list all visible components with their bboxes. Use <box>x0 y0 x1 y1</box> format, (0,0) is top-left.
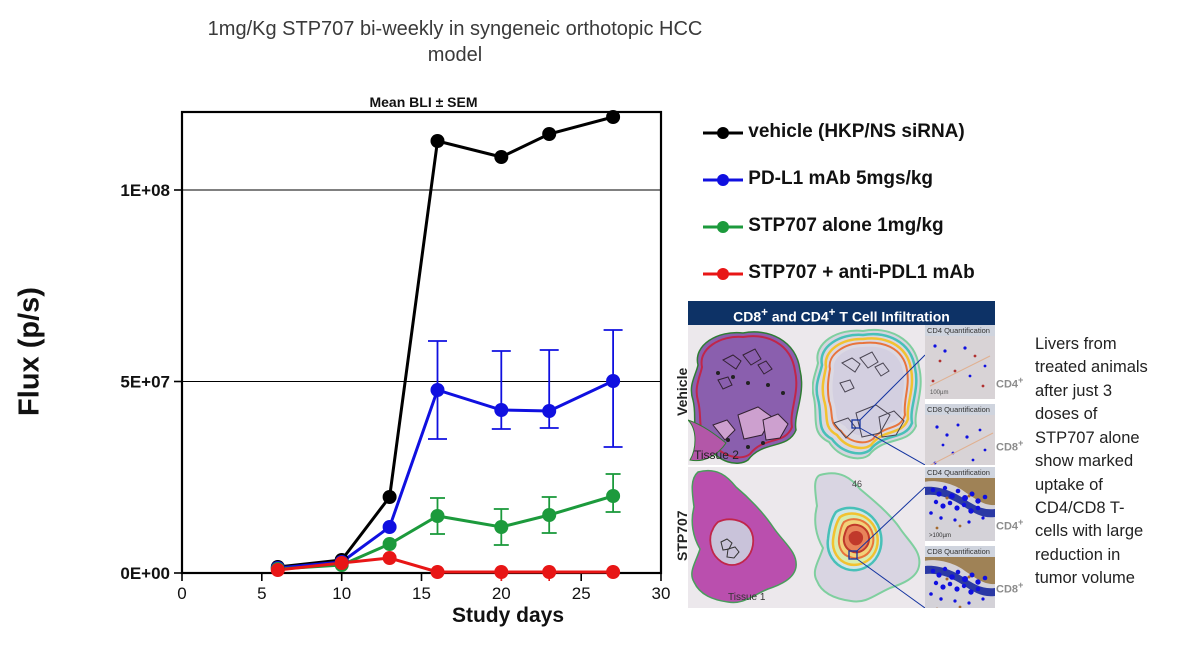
svg-text:10: 10 <box>332 584 351 603</box>
svg-text:Tissue 2: Tissue 2 <box>694 448 739 462</box>
svg-text:46: 46 <box>852 479 862 489</box>
svg-text:>100µm: >100µm <box>929 533 951 539</box>
svg-text:30: 30 <box>652 584 671 603</box>
svg-text:25: 25 <box>572 584 591 603</box>
svg-text:Tissue 1: Tissue 1 <box>728 592 766 603</box>
svg-text:1E+08: 1E+08 <box>120 181 170 200</box>
svg-text:5E+07: 5E+07 <box>120 373 170 392</box>
svg-text:100µm: 100µm <box>930 390 948 396</box>
svg-text:20: 20 <box>492 584 511 603</box>
svg-text:0: 0 <box>177 584 186 603</box>
svg-text:15: 15 <box>412 584 431 603</box>
svg-text:0E+00: 0E+00 <box>120 564 170 583</box>
svg-text:5: 5 <box>257 584 266 603</box>
